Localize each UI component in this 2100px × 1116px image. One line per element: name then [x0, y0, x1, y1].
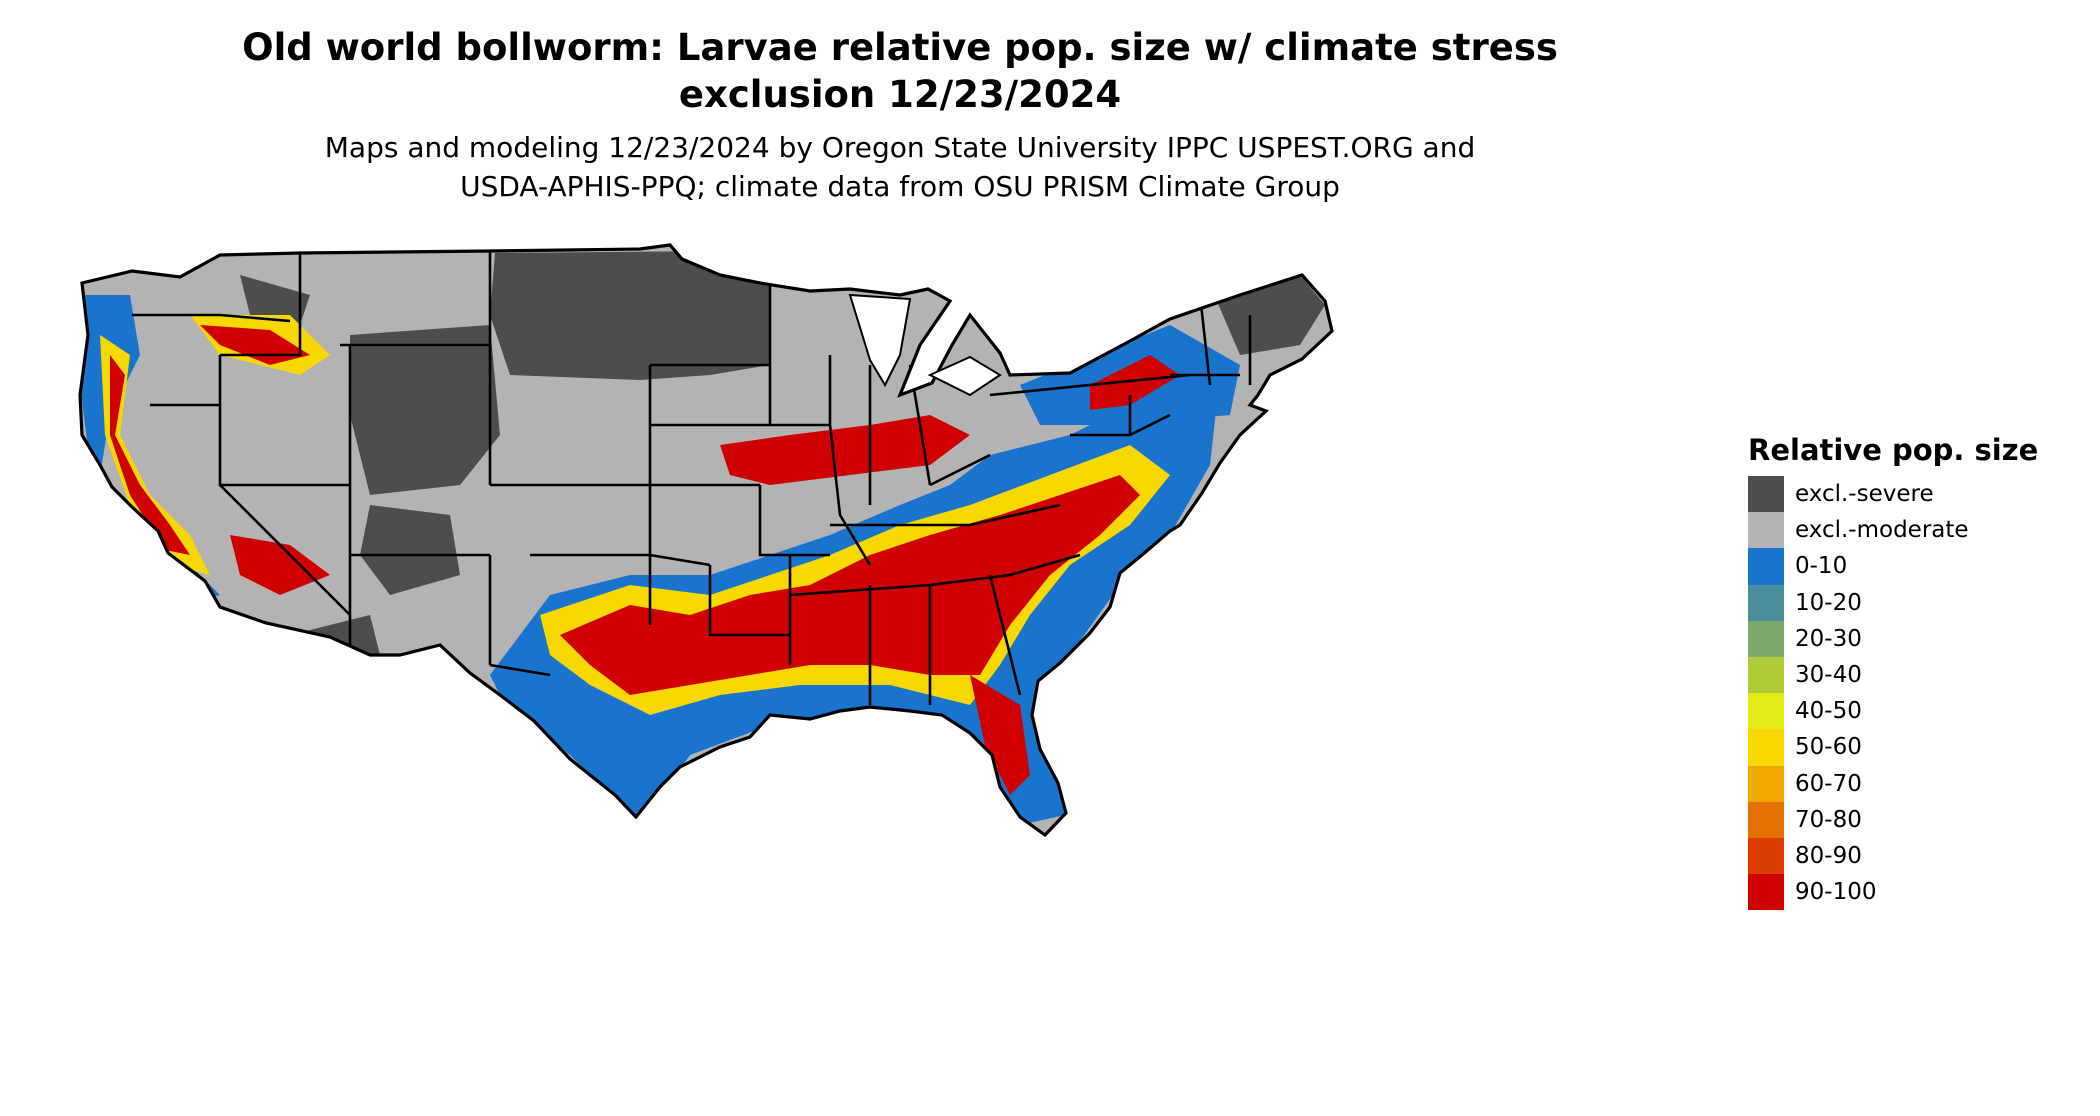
legend-swatch: [1748, 874, 1784, 911]
legend-label: 80-90: [1795, 842, 1862, 869]
map-subtitle: Maps and modeling 12/23/2024 by Oregon S…: [60, 128, 1740, 206]
legend-item: 20-30: [1748, 620, 2038, 657]
severe-exclusion-regions: [240, 251, 1325, 655]
state-boundaries: [132, 251, 1252, 705]
legend-swatch: [1748, 548, 1784, 585]
subtitle-line-1: Maps and modeling 12/23/2024 by Oregon S…: [324, 131, 1476, 164]
legend-item: 70-80: [1748, 801, 2038, 838]
high-suitability-regions: [110, 325, 1180, 795]
subtitle-line-2: USDA-APHIS-PPQ; climate data from OSU PR…: [460, 170, 1340, 203]
legend-item: 60-70: [1748, 765, 2038, 802]
legend-item: excl.-moderate: [1748, 512, 2038, 549]
title-line-1: Old world bollworm: Larvae relative pop.…: [242, 26, 1558, 69]
legend-swatch: [1748, 729, 1784, 766]
legend-swatch: [1748, 765, 1784, 802]
legend-item: 10-20: [1748, 584, 2038, 621]
legend-swatch: [1748, 512, 1784, 549]
legend-item: 40-50: [1748, 693, 2038, 730]
map-legend: Relative pop. size excl.-severe excl.-mod…: [1748, 432, 2039, 911]
legend-label: 40-50: [1795, 698, 1862, 725]
legend-label: 20-30: [1795, 625, 1862, 652]
us-risk-map: [78, 243, 1334, 837]
legend-items: excl.-severe excl.-moderate 0-10 10-20 20-30…: [1748, 476, 2038, 911]
legend-label: 10-20: [1795, 589, 1862, 616]
legend-label: 60-70: [1795, 770, 1862, 797]
legend-item: 80-90: [1748, 837, 2038, 875]
legend-item: 90-100: [1748, 874, 2038, 911]
legend-swatch: [1748, 476, 1784, 513]
great-lakes: [848, 293, 1002, 397]
legend-item: excl.-severe: [1748, 476, 2038, 513]
map-title: Old world bollworm: Larvae relative pop.…: [60, 24, 1740, 118]
legend-swatch: [1748, 693, 1784, 730]
legend-title: Relative pop. size: [1748, 433, 2039, 467]
legend-item: 0-10: [1748, 548, 2038, 585]
legend-item: 30-40: [1748, 656, 2038, 694]
legend-label: 0-10: [1795, 553, 1848, 580]
legend-swatch: [1748, 584, 1784, 621]
title-line-2: exclusion 12/23/2024: [678, 73, 1122, 116]
legend-item: 50-60: [1748, 729, 2038, 766]
legend-label: 30-40: [1795, 662, 1862, 689]
legend-swatch: [1748, 837, 1784, 875]
legend-label: 70-80: [1795, 806, 1862, 833]
legend-label: 90-100: [1795, 879, 1877, 906]
legend-label: excl.-severe: [1795, 481, 1934, 508]
legend-swatch: [1748, 801, 1784, 838]
legend-label: 50-60: [1795, 734, 1862, 761]
legend-label: excl.-moderate: [1795, 517, 1969, 544]
legend-swatch: [1748, 656, 1784, 694]
legend-swatch: [1748, 620, 1784, 657]
